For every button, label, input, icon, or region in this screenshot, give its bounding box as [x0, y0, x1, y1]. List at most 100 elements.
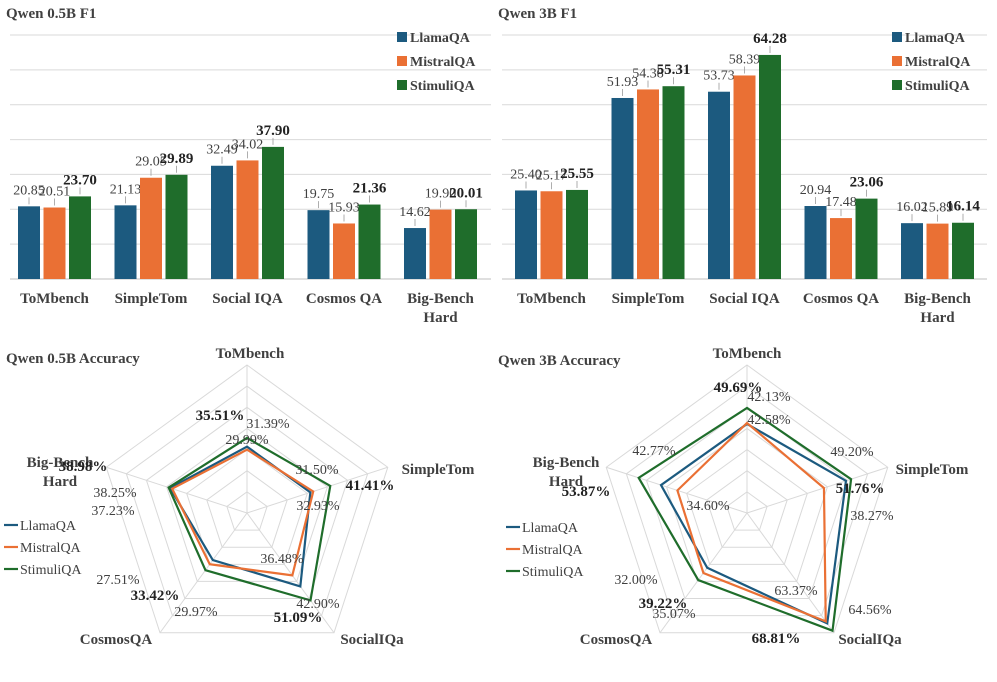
- chart-title: Qwen 3B Accuracy: [498, 353, 621, 369]
- legend-swatch-llamaqa: [397, 32, 407, 42]
- radar-value-label: 51.09%: [274, 610, 323, 626]
- bar-stimuliqa-3: [855, 198, 878, 279]
- radar-axis-label: CosmosQA: [80, 632, 153, 648]
- data-label: 15.93: [328, 200, 360, 215]
- radar-grid-ring: [206, 470, 288, 548]
- data-label: 53.73: [703, 69, 735, 84]
- bar-mistralqa-3: [830, 218, 852, 279]
- radar-value-label: 42.77%: [632, 444, 676, 459]
- legend-label-llamaqa: LlamaQA: [410, 31, 471, 46]
- radar-axis-label: ToMbench: [216, 346, 285, 362]
- legend-label-stimuliqa: StimuliQA: [522, 565, 584, 580]
- data-label: 17.48: [825, 195, 857, 210]
- data-label: 51.93: [607, 75, 639, 90]
- data-label: 16.02: [896, 200, 928, 215]
- x-tick-label: Big-Bench: [904, 291, 971, 307]
- chart-title: Qwen 3B F1: [498, 6, 577, 22]
- radar-grid-ring: [125, 385, 369, 617]
- radar-grid-ring: [726, 491, 768, 531]
- legend-label-stimuliqa: StimuliQA: [20, 563, 82, 578]
- radar-series-mistralqa: [676, 421, 827, 624]
- data-label: 34.02: [232, 137, 264, 152]
- radar-chart-1: Qwen 3B Accuracy ToMbench SimpleTom SocialI…: [498, 346, 969, 648]
- data-label: 20.01: [449, 185, 483, 201]
- legend-label-llamaqa: LlamaQA: [522, 521, 579, 536]
- data-label: 19.75: [303, 187, 335, 202]
- legend-label-llamaqa: LlamaQA: [905, 31, 966, 46]
- x-tick-label: Big-Bench: [407, 291, 474, 307]
- radar-spoke: [746, 512, 835, 634]
- radar-grid-ring: [625, 385, 869, 617]
- bar-mistralqa-3: [333, 223, 355, 279]
- radar-value-label: 31.50%: [295, 463, 339, 478]
- radar-value-label: 42.13%: [747, 390, 791, 405]
- bar-stimuliqa-0: [566, 189, 588, 279]
- radar-value-label: 33.42%: [131, 588, 180, 604]
- radar-value-label: 29.97%: [174, 605, 218, 620]
- data-label: 25.17: [536, 168, 568, 183]
- bar-stimuliqa-2: [759, 54, 781, 279]
- legend-label-mistralqa: MistralQA: [410, 55, 476, 70]
- radar-value-label: 36.48%: [260, 552, 304, 567]
- bar-llamaqa-3: [804, 206, 827, 279]
- radar-value-label: 68.81%: [752, 631, 801, 647]
- radar-value-label: 42.90%: [296, 597, 340, 612]
- data-label: 19.90: [425, 187, 457, 202]
- bar-mistralqa-4: [429, 209, 452, 279]
- bar-mistralqa-1: [637, 89, 659, 279]
- radar-axis-label: CosmosQA: [580, 632, 653, 648]
- bar-llamaqa-2: [211, 165, 233, 279]
- radar-value-label: 39.22%: [639, 596, 688, 612]
- legend-swatch-stimuliqa: [892, 80, 902, 90]
- x-tick-label: Cosmos QA: [803, 291, 879, 307]
- radar-grid-ring: [605, 364, 889, 634]
- legend-swatch-llamaqa: [892, 32, 902, 42]
- radar-grid-ring: [226, 491, 268, 531]
- radar-axis-label: SimpleTom: [402, 462, 475, 478]
- radar-value-label: 38.98%: [59, 459, 108, 475]
- x-tick-label: Social IQA: [212, 291, 283, 307]
- x-tick-label: ToMbench: [517, 291, 586, 307]
- radar-value-label: 29.99%: [225, 433, 269, 448]
- radar-value-label: 31.39%: [246, 417, 290, 432]
- radar-grid-ring: [145, 406, 349, 600]
- radar-value-label: 63.37%: [774, 584, 818, 599]
- radar-spoke: [106, 466, 248, 514]
- radar-value-label: 49.20%: [830, 445, 874, 460]
- radar-value-label: 42.58%: [747, 413, 791, 428]
- bar-mistralqa-2: [236, 160, 259, 279]
- bar-stimuliqa-3: [358, 204, 381, 279]
- radar-value-label: 35.51%: [196, 408, 245, 424]
- x-tick-label: Social IQA: [709, 291, 780, 307]
- data-label: 32.49: [206, 143, 238, 158]
- bar-llamaqa-1: [114, 205, 137, 279]
- radar-grid-ring: [105, 364, 389, 634]
- radar-series-stimuliqa: [167, 436, 332, 602]
- data-label: 64.28: [753, 31, 787, 47]
- radar-axis-label: Big-Bench: [27, 455, 94, 471]
- legend-label-stimuliqa: StimuliQA: [410, 79, 475, 94]
- x-tick-label: ToMbench: [20, 291, 89, 307]
- radar-series-stimuliqa: [637, 406, 853, 633]
- chart-title: Qwen 0.5B F1: [6, 6, 96, 22]
- x-tick-label: Hard: [920, 310, 955, 326]
- radar-value-label: 32.93%: [296, 499, 340, 514]
- radar-chart-0: Qwen 0.5B Accuracy ToMbench SimpleTom Socia…: [4, 346, 475, 648]
- legend-label-stimuliqa: StimuliQA: [905, 79, 970, 94]
- legend-swatch-mistralqa: [892, 56, 902, 66]
- bar-llamaqa-4: [404, 228, 426, 279]
- radar-axis-label: Big-Bench: [533, 455, 600, 471]
- legend-label-llamaqa: LlamaQA: [20, 519, 77, 534]
- data-label: 21.13: [110, 182, 142, 197]
- radar-spoke: [246, 512, 335, 634]
- bar-mistralqa-0: [43, 207, 66, 279]
- data-label: 55.31: [657, 62, 691, 78]
- radar-series-mistralqa: [170, 448, 315, 577]
- legend-swatch-stimuliqa: [397, 80, 407, 90]
- bar-mistralqa-4: [926, 223, 949, 279]
- x-tick-label: Cosmos QA: [306, 291, 382, 307]
- radar-value-label: 51.76%: [836, 481, 885, 497]
- bar-llamaqa-4: [901, 223, 923, 279]
